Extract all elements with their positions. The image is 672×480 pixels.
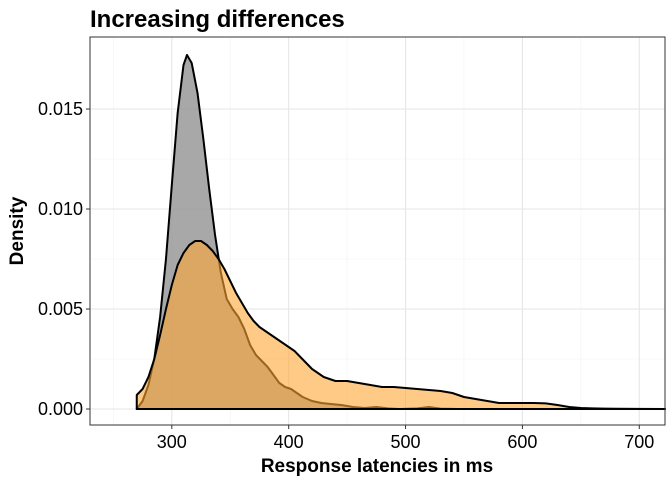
density-area-orange [135, 240, 666, 410]
chart-title: Increasing differences [90, 6, 345, 33]
y-tick-label: 0.005 [38, 299, 83, 319]
x-tick-label: 700 [624, 432, 654, 452]
y-axis: 0.000 0.005 0.010 0.015 [38, 99, 90, 419]
y-tick-label: 0.000 [38, 399, 83, 419]
x-tick-label: 600 [507, 432, 537, 452]
density-areas [135, 54, 666, 410]
y-tick-label: 0.010 [38, 199, 83, 219]
x-tick-label: 300 [157, 432, 187, 452]
x-tick-label: 500 [391, 432, 421, 452]
plot-panel-border [89, 36, 666, 426]
y-tick-label: 0.015 [38, 99, 83, 119]
y-axis-title: Density [7, 196, 28, 265]
x-axis: 300 400 500 600 700 [157, 425, 654, 452]
x-axis-title: Response latencies in ms [261, 456, 493, 477]
x-tick-label: 400 [274, 432, 304, 452]
